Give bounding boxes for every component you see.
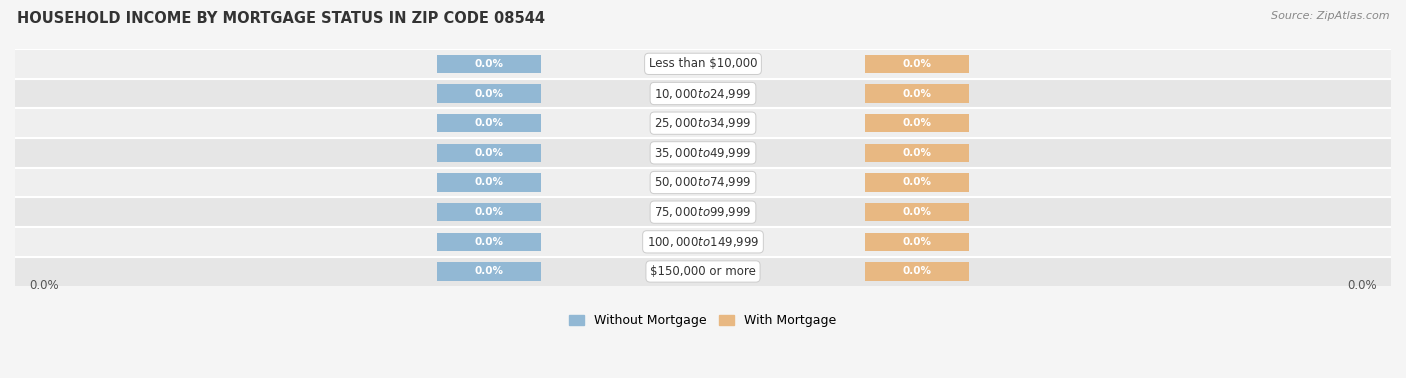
Bar xyxy=(865,55,969,73)
Bar xyxy=(437,173,541,192)
Bar xyxy=(865,114,969,132)
Bar xyxy=(15,168,1391,197)
Text: $75,000 to $99,999: $75,000 to $99,999 xyxy=(654,205,752,219)
Text: 0.0%: 0.0% xyxy=(475,88,503,99)
Bar xyxy=(437,203,541,222)
Bar xyxy=(15,138,1391,168)
Bar xyxy=(15,79,1391,108)
Text: 0.0%: 0.0% xyxy=(28,279,59,292)
Text: 0.0%: 0.0% xyxy=(903,148,931,158)
Bar xyxy=(15,257,1391,286)
Text: 0.0%: 0.0% xyxy=(903,88,931,99)
Bar xyxy=(865,232,969,251)
Bar xyxy=(437,232,541,251)
Text: 0.0%: 0.0% xyxy=(475,148,503,158)
Text: 0.0%: 0.0% xyxy=(903,237,931,247)
Text: 0.0%: 0.0% xyxy=(475,237,503,247)
Bar xyxy=(865,144,969,162)
Bar xyxy=(437,144,541,162)
Text: $50,000 to $74,999: $50,000 to $74,999 xyxy=(654,175,752,189)
Bar xyxy=(437,114,541,132)
Text: 0.0%: 0.0% xyxy=(475,59,503,69)
Bar xyxy=(437,84,541,103)
Bar xyxy=(865,173,969,192)
Text: HOUSEHOLD INCOME BY MORTGAGE STATUS IN ZIP CODE 08544: HOUSEHOLD INCOME BY MORTGAGE STATUS IN Z… xyxy=(17,11,546,26)
Bar xyxy=(437,262,541,281)
Bar xyxy=(437,55,541,73)
Bar xyxy=(865,203,969,222)
Bar xyxy=(15,49,1391,79)
Text: $25,000 to $34,999: $25,000 to $34,999 xyxy=(654,116,752,130)
Text: 0.0%: 0.0% xyxy=(475,266,503,276)
Text: 0.0%: 0.0% xyxy=(903,207,931,217)
Text: Less than $10,000: Less than $10,000 xyxy=(648,57,758,70)
Bar xyxy=(15,197,1391,227)
Text: $35,000 to $49,999: $35,000 to $49,999 xyxy=(654,146,752,160)
Text: 0.0%: 0.0% xyxy=(475,178,503,187)
Text: 0.0%: 0.0% xyxy=(903,118,931,128)
Bar xyxy=(865,262,969,281)
Text: 0.0%: 0.0% xyxy=(903,178,931,187)
Text: 0.0%: 0.0% xyxy=(475,118,503,128)
Bar xyxy=(15,108,1391,138)
Text: 0.0%: 0.0% xyxy=(475,207,503,217)
Text: 0.0%: 0.0% xyxy=(1347,279,1378,292)
Bar xyxy=(865,84,969,103)
Text: 0.0%: 0.0% xyxy=(903,266,931,276)
Text: $100,000 to $149,999: $100,000 to $149,999 xyxy=(647,235,759,249)
Text: 0.0%: 0.0% xyxy=(903,59,931,69)
Text: $10,000 to $24,999: $10,000 to $24,999 xyxy=(654,87,752,101)
Legend: Without Mortgage, With Mortgage: Without Mortgage, With Mortgage xyxy=(564,309,842,332)
Bar xyxy=(15,227,1391,257)
Text: $150,000 or more: $150,000 or more xyxy=(650,265,756,278)
Text: Source: ZipAtlas.com: Source: ZipAtlas.com xyxy=(1271,11,1389,21)
